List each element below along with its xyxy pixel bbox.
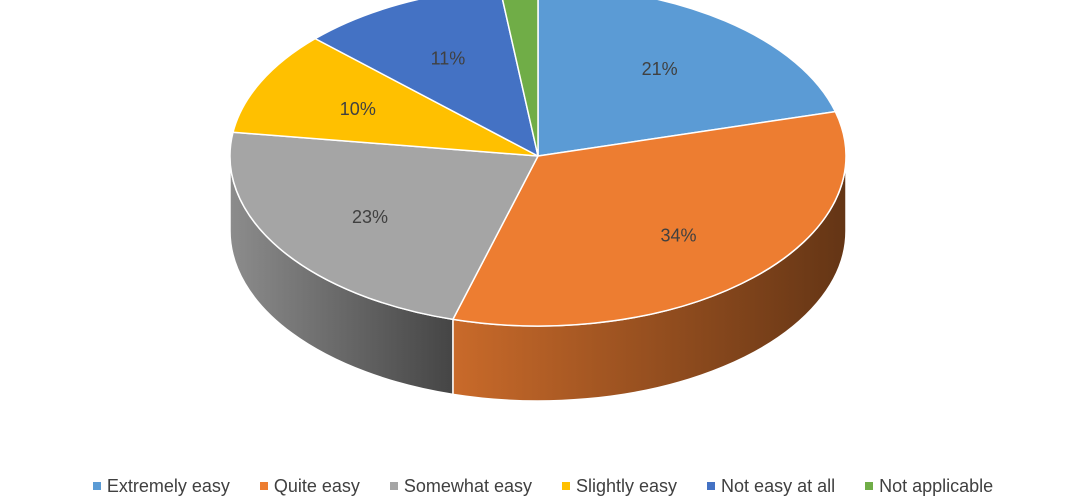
pie-slice-3 xyxy=(232,37,539,157)
legend-swatch xyxy=(92,482,101,490)
data-label-1: 34% xyxy=(660,226,696,246)
legend-swatch xyxy=(389,482,398,490)
data-label-4: 11% xyxy=(431,48,466,68)
data-label-3: 10% xyxy=(340,99,376,119)
legend-label: Extremely easy xyxy=(106,475,230,496)
legend-item-slightly-easy: Slightly easy xyxy=(561,475,678,497)
legend-label: Not applicable xyxy=(879,475,994,496)
legend-label: Not easy at all xyxy=(721,475,836,496)
legend-item-not-easy-at-all: Not easy at all xyxy=(707,476,835,497)
legend-label: Somewhat easy xyxy=(403,475,532,496)
legend-item-not-applicable: Not applicable xyxy=(865,476,993,497)
legend-swatch xyxy=(865,482,874,490)
pie-slice-1 xyxy=(452,110,847,327)
data-label-0: 21% xyxy=(642,59,678,79)
legend-swatch xyxy=(561,482,570,490)
pie-slice-0 xyxy=(537,0,837,157)
pie-top xyxy=(229,0,847,327)
legend-item-quite-easy: Quite easy xyxy=(259,475,360,497)
pie-slice-5 xyxy=(501,0,539,157)
legend-label: Quite easy xyxy=(273,475,360,496)
data-label-2: 23% xyxy=(352,207,388,227)
legend-item-somewhat-easy: Somewhat easy xyxy=(389,475,532,497)
legend-item-extremely-easy: Extremely easy xyxy=(92,475,230,497)
pie-chart-svg: 21%34%23%10%11%2% xyxy=(229,0,847,402)
pie-slice-2 xyxy=(229,131,539,321)
pie-labels: 21%34%23%10%11%2% xyxy=(340,48,697,246)
legend-swatch xyxy=(259,482,268,490)
legend-label: Slightly easy xyxy=(575,475,678,496)
pie-slice-4 xyxy=(314,0,539,157)
legend-swatch xyxy=(707,482,716,490)
legend: Extremely easy Quite easy Somewhat easy … xyxy=(0,474,1086,498)
